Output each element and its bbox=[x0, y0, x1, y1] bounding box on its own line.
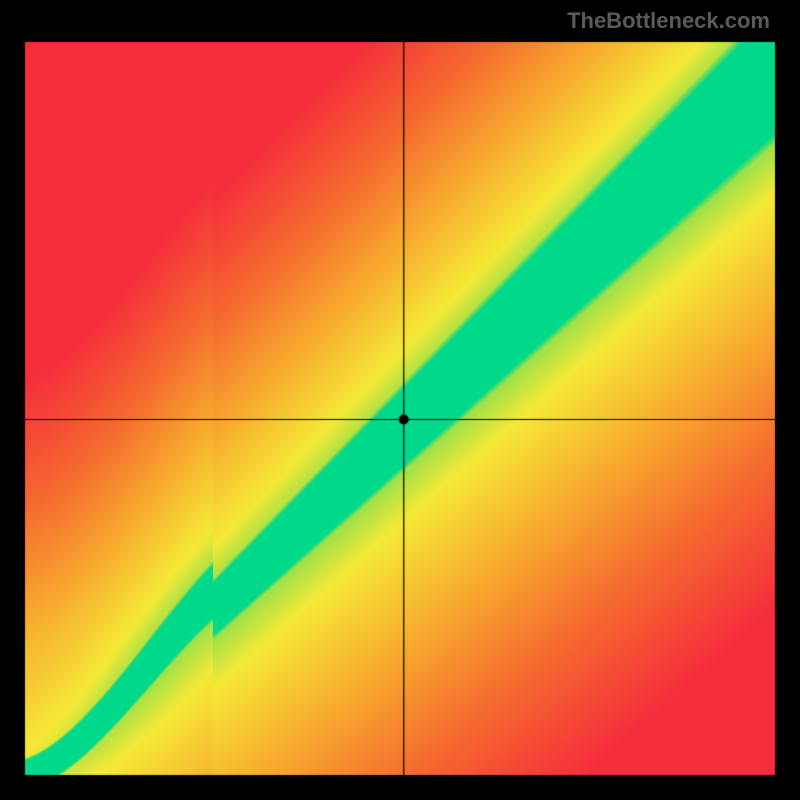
bottleneck-heatmap bbox=[0, 0, 800, 800]
chart-container: { "watermark": { "text": "TheBottleneck.… bbox=[0, 0, 800, 800]
watermark-text: TheBottleneck.com bbox=[567, 8, 770, 34]
